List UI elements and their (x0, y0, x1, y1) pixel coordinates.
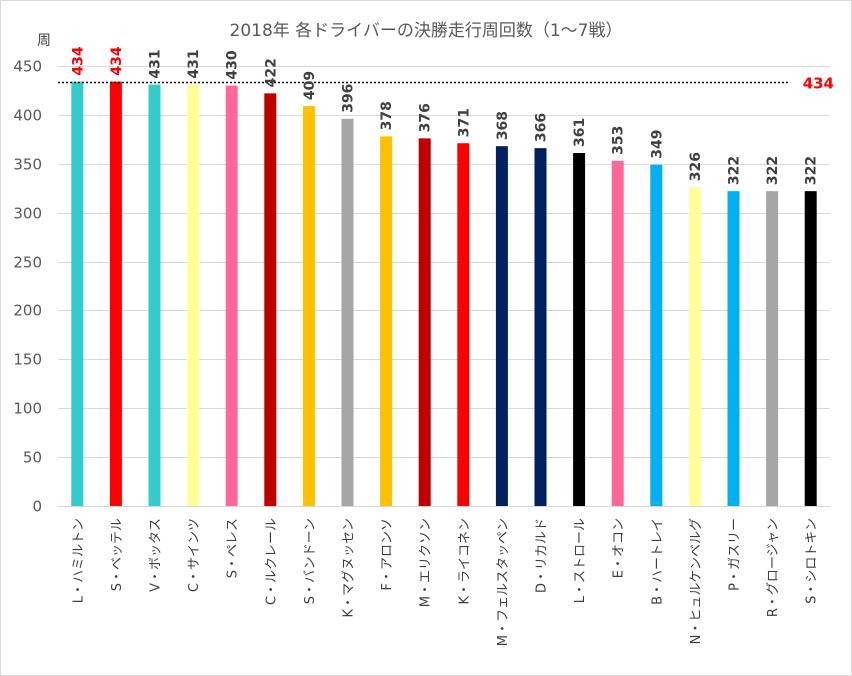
category-label: M・エリクソン (419, 518, 434, 607)
gridlines (58, 66, 830, 507)
data-label: 434 (70, 46, 86, 75)
y-tick-label: 400 (13, 107, 42, 125)
category-label: N・ヒュルケンベルグ (689, 518, 704, 644)
data-label: 349 (649, 130, 665, 159)
bar (573, 153, 586, 506)
category-label: C・サインツ (187, 518, 202, 592)
y-tick-label: 350 (13, 156, 42, 174)
category-label: F・アロンソ (380, 518, 395, 590)
reference-line-label: 434 (803, 75, 834, 93)
bar (611, 160, 624, 506)
data-label: 353 (611, 126, 627, 155)
bar (109, 81, 122, 507)
y-tick-label: 300 (13, 205, 42, 223)
bar (302, 106, 315, 506)
data-labels: 434 434 431 431 430 422 409 396 378 376 371 368 366 3… (70, 46, 819, 185)
bar (148, 84, 161, 507)
category-label: C・ルクレール (264, 518, 279, 605)
bar (418, 138, 431, 506)
bar (264, 93, 277, 506)
chart-title: 2018年 各ドライバーの決勝走行周回数（1〜7戦） (230, 21, 623, 41)
y-tick-label: 250 (13, 254, 42, 272)
category-label: L・ストロール (573, 518, 588, 603)
category-label: M・フェルスタッペン (496, 518, 511, 646)
data-label: 430 (225, 50, 241, 79)
data-label: 409 (302, 71, 318, 100)
y-tick-label: 50 (23, 449, 42, 467)
category-label: S・ペレス (226, 518, 241, 578)
data-label: 322 (804, 156, 820, 185)
bar (380, 136, 393, 506)
bar (187, 84, 200, 507)
bar (650, 164, 663, 506)
category-label: S・バンドーン (303, 518, 318, 604)
reference-line-group: 434 (58, 75, 834, 93)
data-label: 371 (456, 108, 472, 137)
data-label: 326 (688, 152, 704, 181)
bar (804, 191, 817, 506)
bar (495, 146, 508, 506)
category-labels: L・ハミルトン S・ベッテル V・ボッタス C・サインツ S・ペレス C・ルクレール S・バ… (71, 518, 819, 646)
category-label: R・グロージャン (766, 518, 781, 617)
data-label: 396 (341, 84, 357, 113)
y-tick-label: 200 (13, 302, 42, 320)
data-label: 322 (765, 156, 781, 185)
data-label: 368 (495, 111, 511, 140)
data-label: 422 (263, 58, 279, 87)
category-label: K・マグヌッセン (342, 518, 357, 618)
category-label: E・オコン (612, 518, 627, 578)
bar (727, 191, 740, 506)
bar (688, 187, 701, 506)
category-label: L・ハミルトン (71, 518, 86, 603)
data-label: 361 (572, 118, 588, 147)
category-label: P・ガスリー (728, 518, 743, 591)
bar (457, 143, 470, 506)
data-label: 378 (379, 101, 395, 130)
bars (71, 81, 817, 507)
bar (534, 148, 547, 506)
bar (341, 118, 354, 507)
y-tick-label: 100 (13, 400, 42, 418)
y-axis-unit-label: 周 (37, 33, 51, 49)
data-label: 322 (727, 156, 743, 185)
data-label: 434 (109, 46, 125, 75)
y-axis-ticks: 0 50 100 150 200 250 300 350 400 450 (13, 58, 42, 516)
y-tick-label: 0 (32, 498, 42, 516)
data-label: 431 (186, 49, 202, 78)
category-label: V・ボッタス (149, 518, 164, 592)
y-tick-label: 450 (13, 58, 42, 76)
category-label: S・ベッテル (110, 518, 125, 591)
data-label: 366 (534, 113, 550, 142)
bar (225, 85, 238, 507)
category-label: K・ライコネン (457, 518, 472, 605)
data-label: 431 (148, 49, 164, 78)
y-tick-label: 150 (13, 351, 42, 369)
data-label: 376 (418, 103, 434, 132)
category-label: S・シロトキン (805, 518, 820, 604)
category-label: D・リカルド (535, 518, 550, 593)
bar (71, 81, 84, 507)
bar (766, 191, 779, 506)
category-label: B・ハートレイ (650, 518, 665, 605)
